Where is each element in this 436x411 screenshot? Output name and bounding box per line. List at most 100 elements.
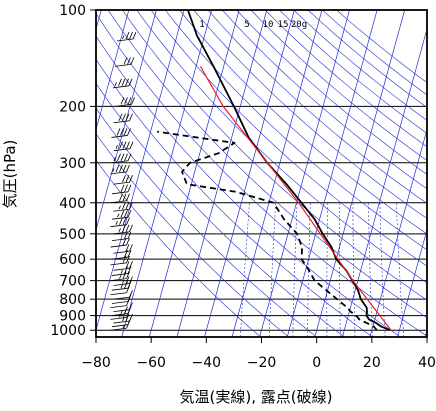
isotherm-line <box>369 128 427 337</box>
x-tick-label: −60 <box>136 355 166 371</box>
mixing-ratio-line <box>368 202 373 337</box>
dry-adiabat-line <box>207 10 427 204</box>
wind-barb <box>110 285 130 296</box>
dry-adiabat-line <box>193 10 427 219</box>
y-tick-label: 700 <box>59 274 86 290</box>
dry-adiabat-line <box>150 10 427 267</box>
wind-barb <box>112 78 133 89</box>
dry-adiabat-line <box>107 10 427 319</box>
wind-barb <box>116 31 137 42</box>
wind-barb <box>114 57 135 67</box>
y-tick-label: 500 <box>59 227 86 243</box>
wind-barb <box>111 153 132 164</box>
x-tick-label: 0 <box>312 355 321 371</box>
y-tick-label: 1000 <box>50 323 86 339</box>
isotherm-line <box>148 10 240 337</box>
dry-adiabat-line <box>264 10 427 148</box>
x-axis-title: 気温(実線), 露点(破線) <box>180 388 333 406</box>
y-tick-label: 800 <box>59 292 86 308</box>
wind-barb <box>110 193 130 204</box>
x-tick-label: 20 <box>363 355 381 371</box>
temperature-profile-line <box>187 10 391 332</box>
profile-series <box>157 10 392 332</box>
wind-barb <box>111 231 132 242</box>
mixing-ratio-line <box>352 202 356 337</box>
dry-adiabat-line <box>96 12 427 337</box>
mixing-ratio-label: 15 <box>278 20 289 30</box>
isotherm-line <box>286 10 378 337</box>
wind-barb <box>113 313 133 324</box>
mixing-ratio-line <box>307 202 311 337</box>
mixing-ratio-line <box>326 202 329 337</box>
dry-adiabat-line <box>336 10 427 83</box>
x-tick-label: 40 <box>418 355 436 371</box>
wind-barb <box>113 141 134 152</box>
mixing-ratio-label: 5 <box>244 20 249 30</box>
wind-barb <box>111 281 132 291</box>
mixing-ratio-line <box>268 202 276 337</box>
y-tick-label: 600 <box>59 252 86 268</box>
mixing-ratio-line <box>396 202 405 337</box>
dry-adiabat-line <box>250 10 427 161</box>
wind-barb <box>111 210 132 220</box>
wind-barb <box>114 10 118 11</box>
wind-barb <box>110 255 130 266</box>
wind-barb <box>113 261 133 271</box>
dry-adiabat-line <box>96 82 345 337</box>
isotherm-line <box>96 10 185 332</box>
isotherm-line <box>259 10 350 337</box>
wind-barb <box>113 175 133 185</box>
y-tick-label: 900 <box>59 309 86 325</box>
wind-barb <box>111 128 131 138</box>
isotherm-line <box>96 10 102 31</box>
mixing-ratio-label: 10 <box>263 20 274 30</box>
dry-adiabat-line <box>179 10 427 235</box>
wind-barb <box>113 276 133 286</box>
x-tick-label: −20 <box>247 355 277 371</box>
wind-barb <box>111 266 132 276</box>
wind-barbs <box>110 10 137 331</box>
isotherm-line <box>342 27 427 337</box>
mixing-ratio-line <box>240 202 250 337</box>
wind-barb <box>113 302 133 313</box>
mixing-ratio-line <box>339 202 341 337</box>
y-tick-label: 300 <box>59 156 86 172</box>
wind-barb <box>113 113 133 124</box>
mixing-ratio-label: 20g <box>291 20 307 30</box>
dry-adiabat-line <box>307 10 427 108</box>
isotherm-line <box>204 10 295 337</box>
wind-barb <box>115 97 135 107</box>
grid-layer <box>96 10 427 337</box>
mixing-ratio-line <box>379 202 386 337</box>
y-tick-label: 400 <box>59 196 86 212</box>
wind-barb <box>110 271 130 282</box>
dry-adiabat-line <box>236 10 427 175</box>
y-axis-title: 気圧(hPa) <box>1 140 19 209</box>
isotherm-line <box>121 10 212 337</box>
dry-adiabat-line <box>96 133 289 337</box>
mixing-ratio-label: 1 <box>199 20 204 30</box>
dry-adiabat-line <box>122 10 427 301</box>
isotherm-line <box>96 10 130 131</box>
dry-adiabat-line <box>96 107 317 337</box>
isotherm-line <box>397 228 427 337</box>
wind-barb <box>110 217 130 228</box>
dry-adiabat-line <box>164 10 427 251</box>
wind-barb <box>110 164 130 175</box>
x-tick-label: −80 <box>81 355 111 371</box>
wind-barb <box>113 244 133 254</box>
wind-barb <box>113 290 133 300</box>
dry-adiabat-line <box>96 35 401 337</box>
wind-barb <box>113 202 133 212</box>
mixing-ratio-labels: 1 5 10 15 20g <box>199 20 307 30</box>
isotherm-line <box>314 10 406 337</box>
dry-adiabat-line <box>96 58 373 337</box>
isotherm-line <box>176 10 268 337</box>
wind-barb <box>111 184 132 195</box>
mixing-ratio-line <box>292 202 298 337</box>
wind-barb <box>113 224 133 235</box>
dry-adiabat-line <box>96 159 261 337</box>
x-tick-label: −40 <box>192 355 222 371</box>
